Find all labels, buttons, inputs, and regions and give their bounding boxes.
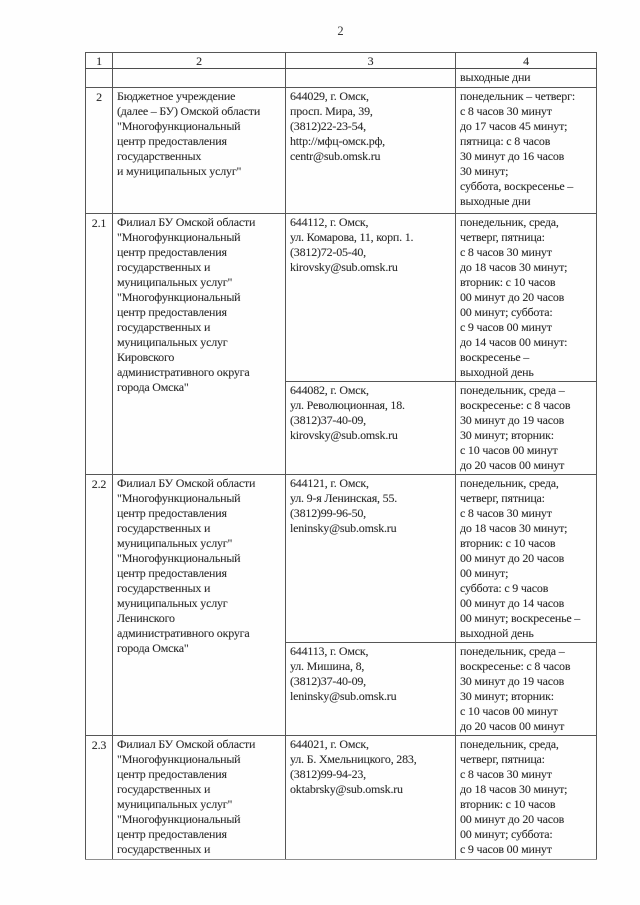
- row-number-cell: 2.3: [85, 735, 113, 860]
- carryover-cell-empty: [112, 68, 286, 88]
- org-name-cell: Филиал БУ Омской области "Многофункциона…: [112, 735, 286, 860]
- carryover-schedule-cell: выходные дни: [455, 68, 597, 88]
- schedule-cell: понедельник – четверг: с 8 часов 30 мину…: [455, 87, 597, 214]
- org-name-cell: Филиал БУ Омской области "Многофункциона…: [112, 474, 286, 736]
- row-number-cell: 2.2: [85, 474, 113, 736]
- table-subrow: 644113, г. Омск, ул. Мишина, 8, (3812)37…: [86, 642, 597, 736]
- address-cell: 644113, г. Омск, ул. Мишина, 8, (3812)37…: [285, 642, 456, 736]
- page-number: 2: [337, 24, 344, 38]
- org-name-cell: Филиал БУ Омской области "Многофункциона…: [112, 213, 286, 475]
- address-cell: 644029, г. Омск, просп. Мира, 39, (3812)…: [285, 87, 456, 214]
- org-name-cell: Бюджетное учреждение (далее – БУ) Омской…: [112, 87, 286, 214]
- column-header-3: 3: [285, 52, 456, 69]
- carryover-cell-empty: [285, 68, 456, 88]
- table-row: 2.3 Филиал БУ Омской области "Многофункц…: [85, 735, 597, 860]
- table-row: 2.2 Филиал БУ Омской области "Многофункц…: [85, 474, 597, 736]
- schedule-cell: понедельник, среда – воскресенье: с 8 ча…: [455, 642, 597, 736]
- address-cell: 644121, г. Омск, ул. 9-я Ленинская, 55. …: [285, 474, 456, 643]
- address-cell: 644021, г. Омск, ул. Б. Хмельницкого, 28…: [285, 735, 456, 860]
- schedule-cell: понедельник, среда, четверг, пятница: с …: [455, 474, 597, 643]
- column-header-2: 2: [112, 52, 286, 69]
- table-subrow: 644082, г. Омск, ул. Революционная, 18. …: [86, 381, 597, 475]
- column-header-1: 1: [85, 52, 113, 69]
- carryover-cell-empty: [85, 68, 113, 88]
- address-cell: 644112, г. Омск, ул. Комарова, 11, корп.…: [285, 213, 456, 382]
- table-header-row: 1 2 3 4: [85, 52, 597, 69]
- schedule-cell: понедельник, среда – воскресенье: с 8 ча…: [455, 381, 597, 475]
- table-row: 2 Бюджетное учреждение (далее – БУ) Омск…: [85, 87, 597, 214]
- address-cell: 644082, г. Омск, ул. Революционная, 18. …: [285, 381, 456, 475]
- schedule-cell: понедельник, среда, четверг, пятница: с …: [455, 735, 597, 860]
- column-header-4: 4: [455, 52, 597, 69]
- row-number-cell: 2.1: [85, 213, 113, 475]
- table-row: 2.1 Филиал БУ Омской области "Многофункц…: [85, 213, 597, 475]
- carryover-row: выходные дни: [85, 68, 597, 88]
- mfc-offices-table: 1 2 3 4 выходные дни 2 Бюджетное учрежде…: [85, 52, 597, 860]
- row-number-cell: 2: [85, 87, 113, 214]
- schedule-cell: понедельник, среда, четверг, пятница: с …: [455, 213, 597, 382]
